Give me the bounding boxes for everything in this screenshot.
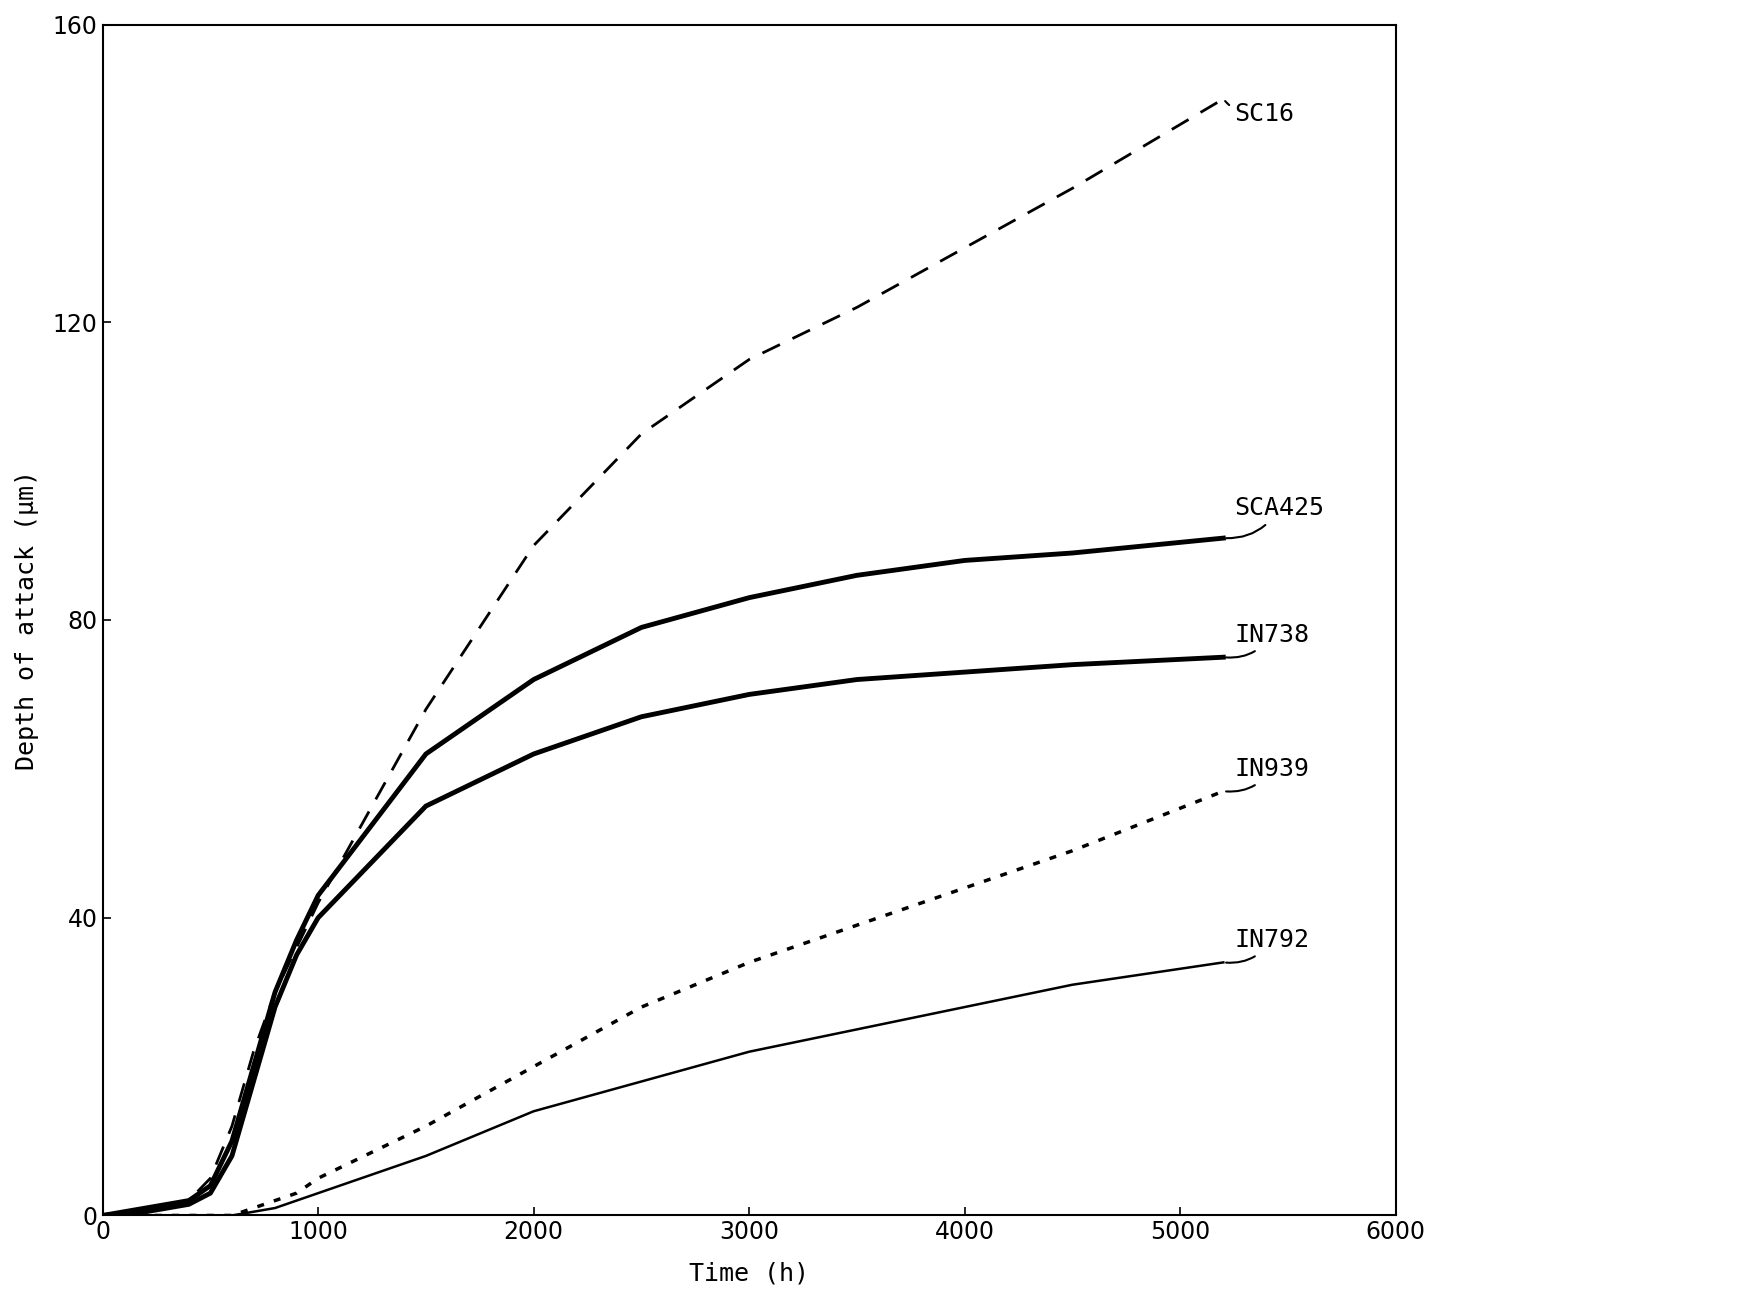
Text: SC16: SC16 [1225,101,1295,126]
Text: IN738: IN738 [1226,623,1309,658]
X-axis label: Time (h): Time (h) [689,1261,810,1284]
Text: IN792: IN792 [1226,928,1309,963]
Y-axis label: Depth of attack (μm): Depth of attack (μm) [16,471,39,770]
Text: IN939: IN939 [1226,757,1309,792]
Text: SCA425: SCA425 [1226,497,1325,538]
